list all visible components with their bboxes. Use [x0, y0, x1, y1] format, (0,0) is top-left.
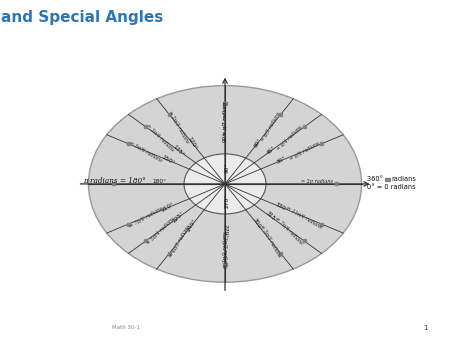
Ellipse shape	[184, 154, 266, 214]
Text: 330°: 330°	[274, 202, 289, 213]
Text: π radians = 180°: π radians = 180°	[83, 176, 146, 185]
Text: 300°: 300°	[252, 217, 264, 232]
Bar	[144, 125, 147, 128]
Bar	[320, 142, 324, 145]
Text: = 5π/3 radians: = 5π/3 radians	[259, 224, 282, 258]
Text: 360° =: 360° =	[367, 176, 391, 182]
Text: 1: 1	[423, 325, 428, 331]
Text: 225°: 225°	[172, 211, 185, 224]
Text: Math 30-1: Math 30-1	[112, 325, 140, 330]
Bar	[144, 239, 147, 242]
Text: 270°: 270°	[222, 224, 228, 238]
Bar	[303, 239, 306, 242]
Text: radians: radians	[391, 176, 416, 183]
Text: 180°: 180°	[153, 179, 166, 184]
Bar	[167, 113, 171, 116]
Bar	[126, 223, 130, 226]
Bar	[303, 125, 306, 128]
Text: 120°: 120°	[187, 136, 198, 150]
Bar	[386, 178, 390, 181]
Text: = π/6 radians: = π/6 radians	[288, 141, 320, 162]
Text: 240°: 240°	[186, 217, 198, 232]
Text: 45°: 45°	[266, 145, 277, 156]
Ellipse shape	[89, 86, 361, 282]
Text: 60°: 60°	[253, 137, 262, 149]
Bar	[224, 263, 226, 266]
Bar	[112, 183, 115, 186]
Text: 90°: 90°	[222, 131, 228, 142]
Text: = π/2 radians: = π/2 radians	[222, 101, 228, 135]
Text: 90°: 90°	[225, 162, 230, 173]
Text: Benchmark Angles and Special Angles: Benchmark Angles and Special Angles	[0, 10, 164, 25]
Text: = π/4 radians: = π/4 radians	[276, 124, 303, 151]
Text: 270°: 270°	[225, 193, 230, 208]
Text: = π/2 radians: = π/2 radians	[222, 101, 228, 135]
Bar	[335, 183, 338, 186]
Text: = 7π/4 radians: = 7π/4 radians	[275, 216, 304, 245]
Text: 0° = 0 radians: 0° = 0 radians	[367, 184, 416, 190]
Text: = π/3 radians: = π/3 radians	[260, 111, 281, 143]
Bar	[279, 113, 283, 116]
Text: = 3π/4 radians: = 3π/4 radians	[146, 123, 175, 152]
Text: = 11π/6 radians: = 11π/6 radians	[286, 205, 323, 229]
Text: 30°: 30°	[276, 155, 288, 165]
Text: = 2π/3 radians: = 2π/3 radians	[168, 110, 191, 144]
Text: = 5π/4 radians: = 5π/4 radians	[146, 216, 175, 245]
Text: = 3π/2 radians: = 3π/2 radians	[222, 232, 228, 268]
Text: = 2π radians: = 2π radians	[301, 179, 333, 184]
Text: = 5π/6 radians: = 5π/6 radians	[129, 140, 163, 162]
Bar	[279, 252, 283, 255]
Text: 150°: 150°	[161, 154, 176, 166]
Text: = 4π/3 radians: = 4π/3 radians	[168, 224, 191, 258]
Text: = 3π/2 radians: = 3π/2 radians	[222, 232, 228, 268]
Text: 135°: 135°	[172, 144, 185, 157]
Bar	[126, 142, 130, 145]
Bar	[167, 252, 171, 255]
Text: 210°: 210°	[161, 202, 176, 213]
Text: 315°: 315°	[265, 211, 278, 224]
Bar	[224, 102, 226, 105]
Bar	[320, 223, 324, 226]
Text: = 7π/6 radians: = 7π/6 radians	[129, 206, 163, 228]
